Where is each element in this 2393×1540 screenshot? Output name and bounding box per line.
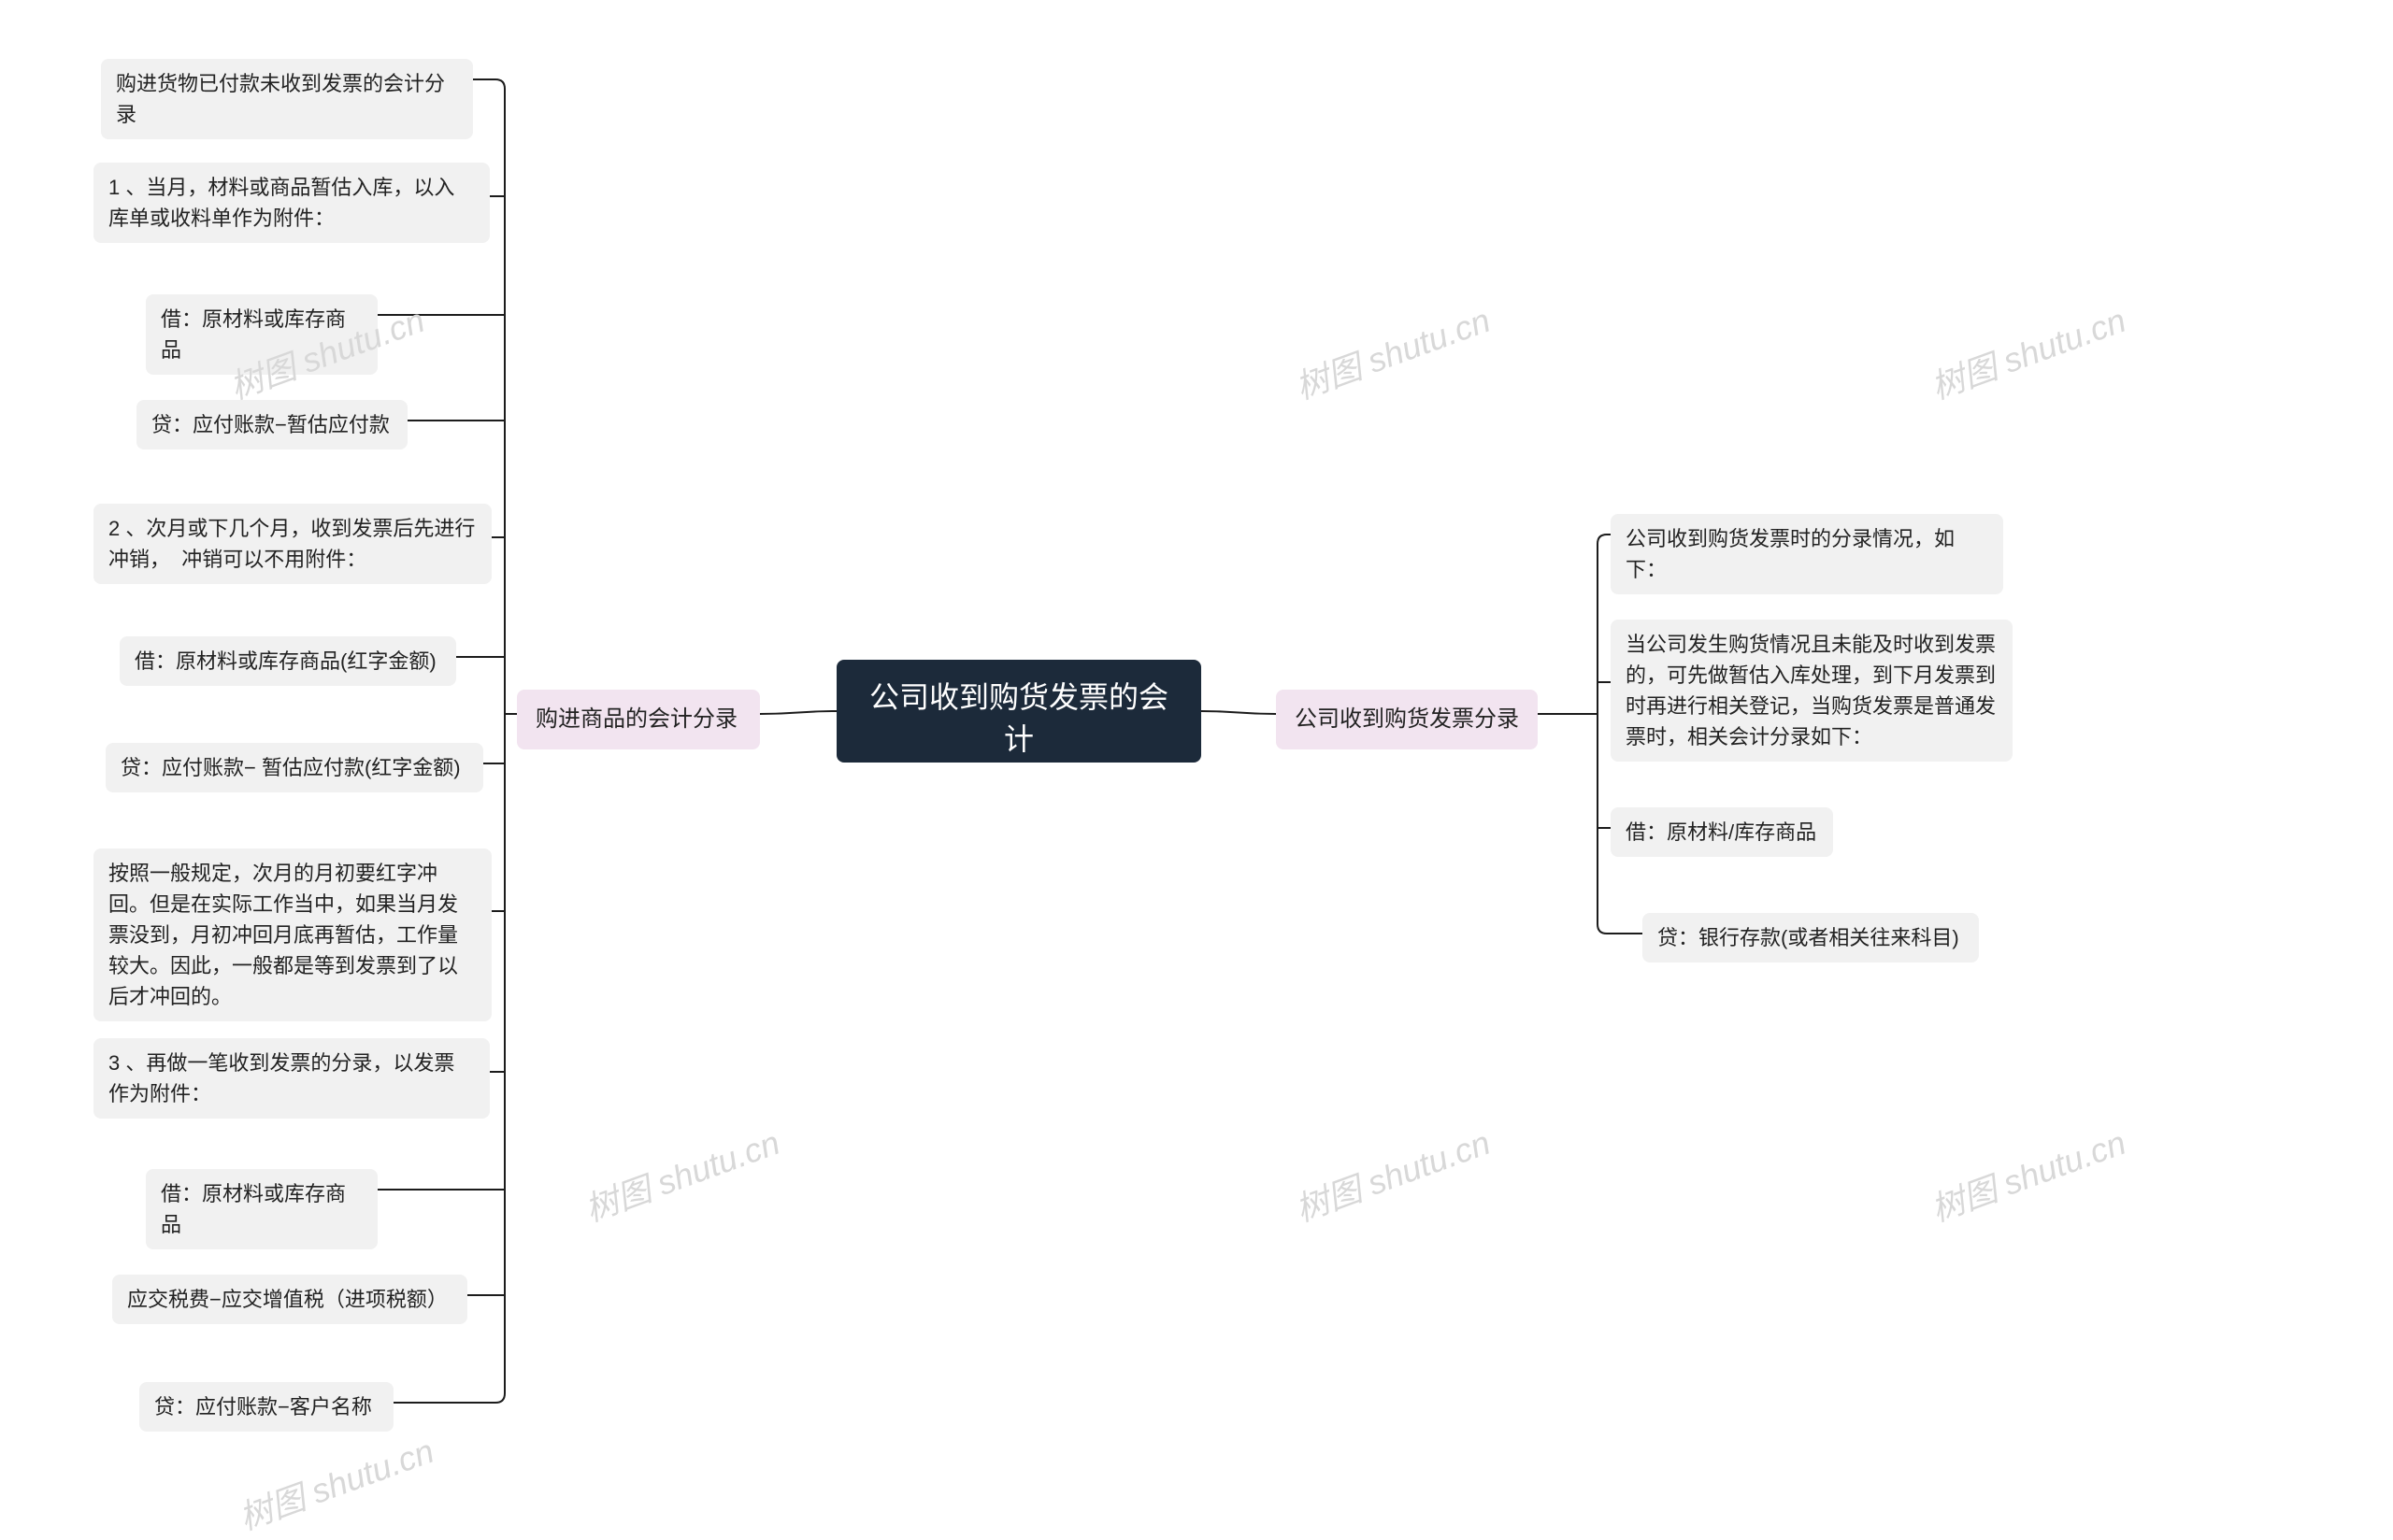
left-leaf-4: 2 、次月或下几个月，收到发票后先进行冲销， 冲销可以不用附件： bbox=[93, 504, 492, 584]
watermark-6: 树图 shutu.cn bbox=[232, 1424, 440, 1539]
left-leaf-7: 按照一般规定，次月的月初要红字冲回。但是在实际工作当中，如果当月发票没到，月初冲… bbox=[93, 848, 492, 1021]
watermark-4: 树图 shutu.cn bbox=[1288, 1116, 1497, 1231]
right-leaf-1: 当公司发生购货情况且未能及时收到发票的，可先做暂估入库处理，到下月发票到时再进行… bbox=[1611, 620, 2013, 762]
left-leaf-3: 贷：应付账款−暂估应付款 bbox=[136, 400, 408, 449]
left-leaf-0: 购进货物已付款未收到发票的会计分录 bbox=[101, 59, 473, 139]
left-leaf-2: 借：原材料或库存商品 bbox=[146, 294, 378, 375]
branch-left: 购进商品的会计分录 bbox=[517, 690, 760, 749]
left-leaf-1: 1 、当月，材料或商品暂估入库，以入库单或收料单作为附件： bbox=[93, 163, 490, 243]
left-leaf-11: 贷：应付账款−客户名称 bbox=[139, 1382, 394, 1432]
branch-right: 公司收到购货发票分录 bbox=[1276, 690, 1538, 749]
right-leaf-3: 贷：银行存款(或者相关往来科目) bbox=[1642, 913, 1979, 962]
left-leaf-6: 贷：应付账款− 暂估应付款(红字金额) bbox=[106, 743, 483, 792]
right-leaf-0: 公司收到购货发票时的分录情况，如下： bbox=[1611, 514, 2003, 594]
watermark-5: 树图 shutu.cn bbox=[1924, 1116, 2132, 1231]
right-leaf-2: 借：原材料/库存商品 bbox=[1611, 807, 1833, 857]
watermark-3: 树图 shutu.cn bbox=[578, 1116, 786, 1231]
left-leaf-5: 借：原材料或库存商品(红字金额) bbox=[120, 636, 456, 686]
left-leaf-9: 借：原材料或库存商品 bbox=[146, 1169, 378, 1249]
left-leaf-8: 3 、再做一笔收到发票的分录，以发票作为附件： bbox=[93, 1038, 490, 1119]
left-leaf-10: 应交税费−应交增值税（进项税额） bbox=[112, 1275, 467, 1324]
watermark-1: 树图 shutu.cn bbox=[1288, 293, 1497, 408]
watermark-2: 树图 shutu.cn bbox=[1924, 293, 2132, 408]
center-node: 公司收到购货发票的会计 分录怎么做? bbox=[837, 660, 1201, 763]
